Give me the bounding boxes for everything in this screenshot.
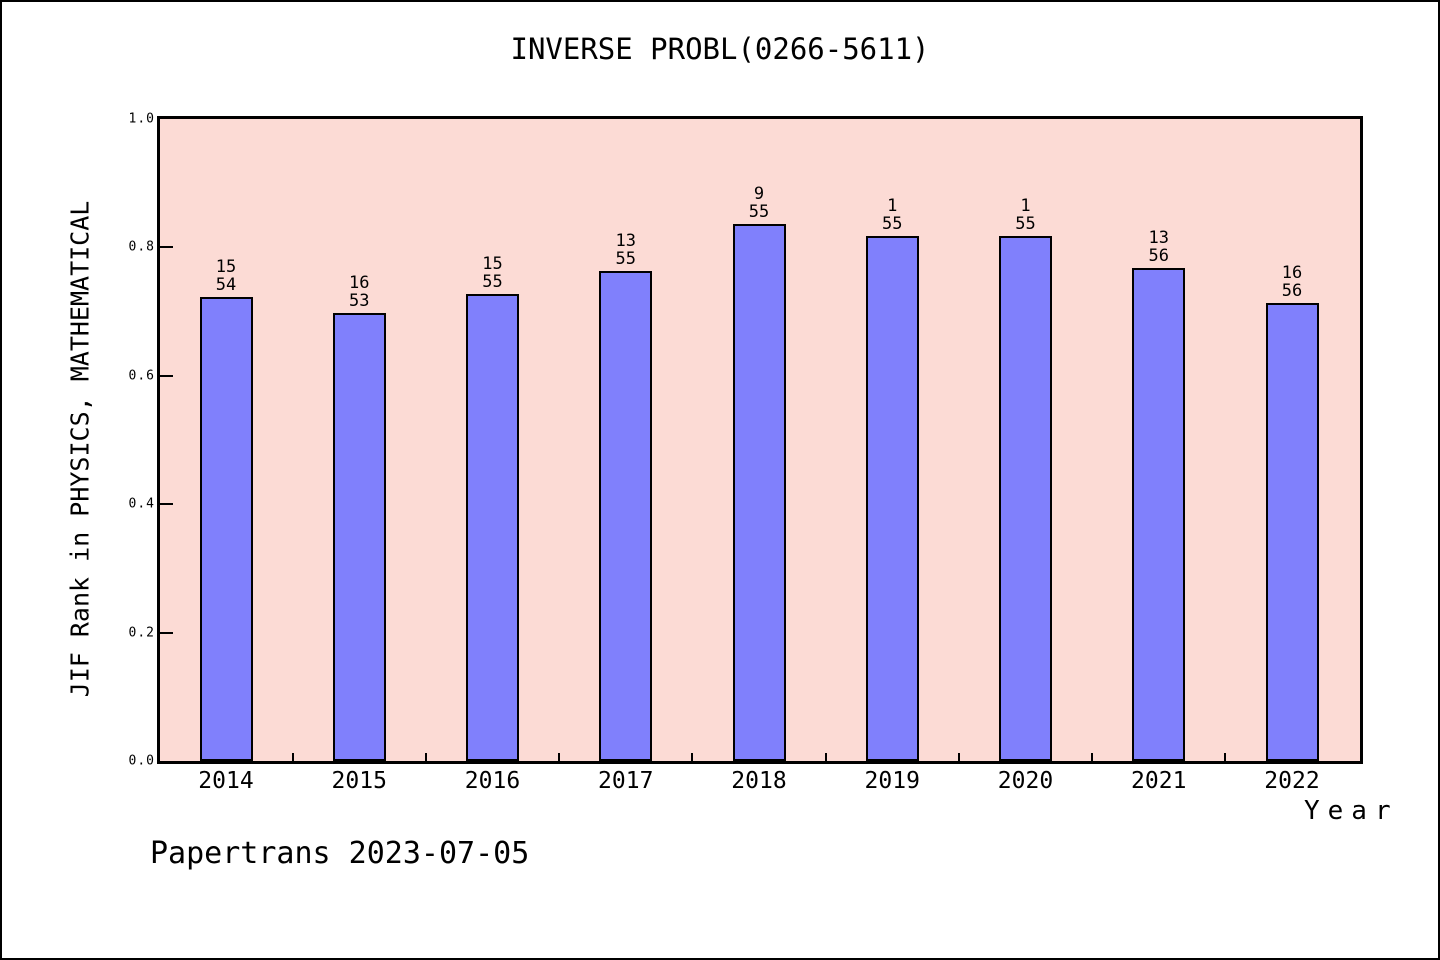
y-tick-label-0.4: 0.4: [128, 496, 155, 512]
bar-2020: [999, 236, 1052, 761]
x-minor-tick: [691, 753, 694, 761]
bar-value-label-2021: 13 56: [1148, 228, 1169, 266]
y-tick-label-1.0: 1.0: [128, 111, 155, 127]
bar-2021: [1132, 268, 1186, 761]
y-tick-mark: [160, 631, 173, 634]
y-tick-label-0.6: 0.6: [128, 368, 155, 384]
x-minor-tick: [957, 753, 960, 761]
x-minor-tick: [1091, 753, 1094, 761]
footer-note: Papertrans 2023-07-05: [150, 836, 530, 871]
bar-2022: [1265, 303, 1319, 761]
bar-2015: [332, 313, 386, 761]
y-tick-label-0.2: 0.2: [128, 625, 155, 641]
x-minor-tick: [1224, 753, 1227, 761]
bar-value-label-2014: 15 54: [215, 257, 237, 295]
bar-2016: [466, 294, 519, 761]
x-tick-label-2021: 2021: [1131, 768, 1187, 794]
x-tick-label-2022: 2022: [1264, 768, 1320, 794]
y-tick-mark: [160, 503, 173, 506]
x-minor-tick: [558, 753, 561, 761]
x-axis-label: Year: [1304, 796, 1399, 826]
y-tick-label-0.0: 0.0: [128, 753, 155, 769]
y-tick-mark: [160, 374, 173, 377]
bar-value-label-2017: 13 55: [615, 231, 636, 269]
y-axis-label: JIF Rank in PHYSICS, MATHEMATICAL: [65, 200, 95, 698]
bar-value-label-2016: 15 55: [482, 254, 503, 292]
x-minor-tick: [291, 753, 294, 761]
bar-2018: [732, 224, 786, 761]
x-tick-label-2015: 2015: [331, 768, 387, 794]
y-tick-label-0.8: 0.8: [128, 239, 155, 255]
x-tick-label-2019: 2019: [864, 768, 920, 794]
bar-2014: [199, 297, 253, 761]
bar-2019: [865, 236, 919, 761]
x-minor-tick: [424, 753, 427, 761]
bar-value-label-2022: 16 56: [1281, 263, 1303, 301]
x-tick-label-2014: 2014: [198, 768, 254, 794]
x-tick-label-2020: 2020: [997, 768, 1054, 794]
y-tick-mark: [160, 246, 173, 249]
x-tick-label-2016: 2016: [464, 768, 521, 794]
bar-value-label-2020: 1 55: [1015, 196, 1036, 234]
bar-value-label-2015: 16 53: [349, 273, 370, 311]
chart-title: INVERSE PROBL(0266-5611): [510, 32, 930, 66]
bar-value-label-2018: 9 55: [748, 184, 770, 222]
bar-2017: [599, 271, 653, 761]
x-tick-label-2018: 2018: [731, 768, 787, 794]
x-tick-label-2017: 2017: [598, 768, 654, 794]
x-minor-tick: [824, 753, 827, 761]
plot-area: 15 54 16 53 15 55 13 55 9 55 1 55 1 55 13 56 16 56: [157, 116, 1363, 764]
bar-value-label-2019: 1 55: [882, 196, 903, 234]
